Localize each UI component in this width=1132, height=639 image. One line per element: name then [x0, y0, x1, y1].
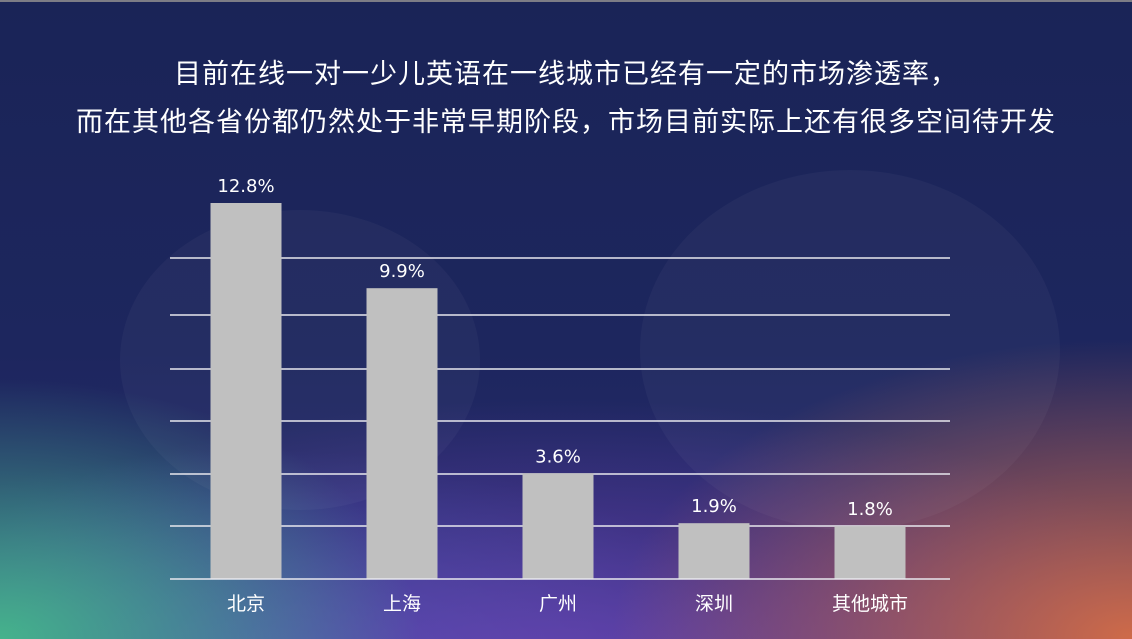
category-label: 其他城市: [832, 593, 908, 615]
data-label: 1.9%: [691, 496, 737, 517]
bar: [210, 203, 282, 579]
bar: [522, 473, 594, 579]
data-label: 9.9%: [379, 261, 425, 282]
bar: [834, 526, 906, 579]
category-label: 广州: [539, 593, 577, 615]
bar: [678, 523, 750, 579]
bar: [366, 288, 438, 579]
top-border: [0, 0, 1132, 2]
data-label: 12.8%: [217, 176, 274, 197]
category-label: 上海: [383, 593, 421, 615]
data-label: 1.8%: [847, 499, 893, 520]
data-label: 3.6%: [535, 446, 581, 467]
headline-line-1: 目前在线一对一少儿英语在一线城市已经有一定的市场渗透率，: [174, 59, 958, 90]
headline-line-2: 而在其他各省份都仍然处于非常早期阶段，市场目前实际上还有很多空间待开发: [76, 107, 1056, 138]
category-label: 深圳: [695, 593, 733, 615]
category-label: 北京: [227, 593, 265, 615]
